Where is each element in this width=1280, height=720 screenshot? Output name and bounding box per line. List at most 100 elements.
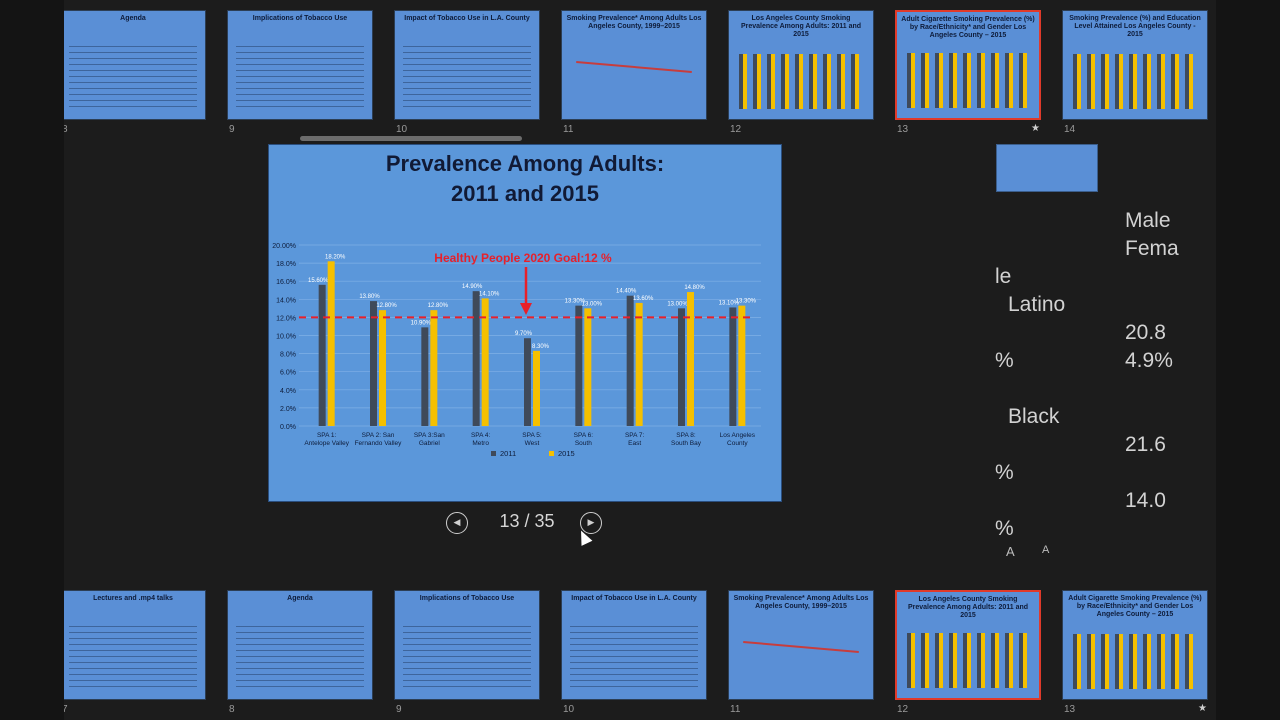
notes-text-line: %	[995, 349, 1014, 372]
top-thumbnail-13[interactable]: Adult Cigarette Smoking Prevalence (%) b…	[895, 10, 1041, 120]
star-icon: ★	[1031, 123, 1040, 134]
thumbnail-number: 9	[229, 124, 235, 135]
notes-text-line: Black	[1008, 405, 1060, 428]
thumbnail-number: 11	[730, 704, 741, 715]
x-tick-label: East	[628, 440, 641, 447]
bottom-thumbnail-7[interactable]: Lectures and .mp4 talks	[64, 590, 206, 700]
y-tick-label: 8.0%	[280, 352, 296, 359]
x-tick-label: South	[575, 440, 592, 447]
top-thumbnail-8[interactable]: Agenda	[64, 10, 206, 120]
speaker-notes-panel[interactable]: A A Male Fema le Latino 20.8% 4.9% Black 21.6% 1…	[990, 144, 1216, 564]
thumbnail-title: Agenda	[287, 595, 313, 602]
goal-arrow-icon	[520, 303, 532, 315]
legend-swatch	[491, 451, 496, 456]
bar-2011	[678, 308, 685, 426]
bottom-thumbnail-strip[interactable]: Lectures and .mp4 talks 7 Agenda 8 Implicati…	[64, 580, 1216, 720]
thumbnail-content	[907, 633, 1029, 688]
legend-label: 2011	[500, 449, 516, 458]
top-thumbnail-9[interactable]: Implications of Tobacco Use	[227, 10, 373, 120]
bar-2011	[575, 305, 583, 426]
thumbnail-title: Adult Cigarette Smoking Prevalence (%) b…	[1068, 595, 1202, 618]
top-thumbnail-11[interactable]: Smoking Prevalence* Among Adults Los Ang…	[561, 10, 707, 120]
font-decrease-button[interactable]: A	[1042, 544, 1050, 556]
notes-text-line: le	[995, 265, 1012, 288]
thumbnail-content	[1073, 54, 1197, 109]
bottom-thumbnail-11[interactable]: Smoking Prevalence* Among Adults Los Ang…	[728, 590, 874, 700]
y-tick-label: 6.0%	[280, 370, 296, 377]
x-tick-label: County	[727, 440, 748, 447]
data-label: 13.10%	[719, 300, 740, 306]
notes-text-line: Fema	[1125, 237, 1179, 260]
notes-text-line: 20.8	[1125, 321, 1166, 344]
prevalence-bar-chart: 0.0% 2.0% 4.0% 6.0% 8.0% 10.0% 12.0% 14.0% 16.0%…	[272, 243, 761, 458]
data-label: 12.80%	[376, 303, 397, 309]
right-gutter	[1216, 0, 1280, 720]
bar-2015	[738, 305, 746, 426]
data-label: 9.70%	[515, 331, 533, 337]
thumbnail-title: Lectures and .mp4 talks	[93, 595, 173, 602]
y-tick-label: 14.0%	[276, 297, 296, 304]
notes-text-line: %	[995, 461, 1014, 484]
thumbnail-number: 12	[897, 704, 909, 715]
thumbnail-number: 8	[229, 704, 235, 715]
current-slide: Prevalence Among Adults: 2011 and 2015 0…	[268, 144, 782, 502]
y-tick-label: 2.0%	[280, 406, 296, 413]
thumbnail-title: Los Angeles County Smoking Prevalence Am…	[907, 596, 1029, 619]
bottom-thumbnail-12[interactable]: Los Angeles County Smoking Prevalence Am…	[895, 590, 1041, 700]
top-thumbnail-strip[interactable]: Agenda 8 Implications of Tobacco Use 9 Impac…	[64, 0, 1216, 140]
thumbnail-number: 12	[730, 124, 742, 135]
thumbnail-number: 7	[64, 704, 68, 715]
thumbnail-title: Implications of Tobacco Use	[419, 595, 515, 602]
x-tick-label: Los Angeles	[720, 432, 756, 439]
thumbnail-title: Agenda	[120, 15, 146, 22]
thumbnail-content	[69, 621, 197, 691]
bar-2011	[421, 327, 429, 426]
data-label: 13.60%	[633, 296, 654, 302]
bar-2015	[327, 261, 335, 426]
slide-title-line2: 2011 and 2015	[450, 181, 599, 206]
data-label: 13.00%	[582, 301, 603, 307]
thumbnail-content	[570, 621, 698, 691]
y-tick-label: 12.0%	[276, 315, 296, 322]
left-gutter	[0, 0, 64, 720]
data-label: 13.30%	[736, 299, 757, 305]
thumbnail-title: Smoking Prevalence* Among Adults Los Ang…	[733, 595, 869, 610]
top-thumbnail-10[interactable]: Impact of Tobacco Use in L.A. County	[394, 10, 540, 120]
bar-2015	[430, 310, 438, 426]
bottom-thumbnail-9[interactable]: Implications of Tobacco Use	[394, 590, 540, 700]
slide-navigation: ◀ 13 / 35 ▶	[446, 508, 612, 536]
top-thumbnail-14[interactable]: Smoking Prevalence (%) and Education Lev…	[1062, 10, 1208, 120]
y-tick-label: 18.0%	[276, 261, 296, 268]
top-thumbnail-12[interactable]: Los Angeles County Smoking Prevalence Am…	[728, 10, 874, 120]
x-tick-label: SPA 3:San	[414, 432, 445, 439]
data-label: 14.80%	[684, 285, 705, 291]
thumbnail-title: Los Angeles County Smoking Prevalence Am…	[740, 15, 862, 38]
bar-2015	[481, 298, 489, 426]
thumbnail-title: Adult Cigarette Smoking Prevalence (%) b…	[901, 16, 1035, 39]
thumbnail-scrollbar[interactable]	[300, 136, 522, 141]
bar-2011	[370, 301, 377, 426]
slide-title-line1: Prevalence Among Adults:	[385, 151, 665, 176]
bottom-thumbnail-13[interactable]: Adult Cigarette Smoking Prevalence (%) b…	[1062, 590, 1208, 700]
prev-circle-icon[interactable]: ◀	[446, 512, 468, 534]
bottom-thumbnail-8[interactable]: Agenda	[227, 590, 373, 700]
slide-title: Prevalence Among Adults: 2011 and 2015	[269, 149, 781, 209]
notes-text-line: 21.6	[1125, 433, 1166, 456]
thumbnail-title: Impact of Tobacco Use in L.A. County	[571, 595, 697, 602]
data-label: 14.40%	[616, 289, 637, 295]
data-label: 8.30%	[532, 344, 550, 350]
thumbnail-number: 11	[563, 124, 574, 135]
next-circle-icon[interactable]: ▶	[580, 512, 602, 534]
thumbnail-title: Smoking Prevalence* Among Adults Los Ang…	[566, 15, 702, 30]
y-tick-label: 20.00%	[272, 243, 296, 250]
y-tick-label: 4.0%	[280, 388, 296, 395]
x-tick-label: SPA 7:	[625, 432, 645, 439]
bar-2011	[318, 284, 326, 426]
thumbnail-number: 8	[64, 124, 68, 135]
bottom-thumbnail-10[interactable]: Impact of Tobacco Use in L.A. County	[561, 590, 707, 700]
font-increase-button[interactable]: A	[1006, 544, 1015, 559]
x-tick-label: SPA 6:	[574, 432, 594, 439]
data-label: 15.60%	[308, 278, 329, 284]
bar-2015	[533, 350, 540, 426]
